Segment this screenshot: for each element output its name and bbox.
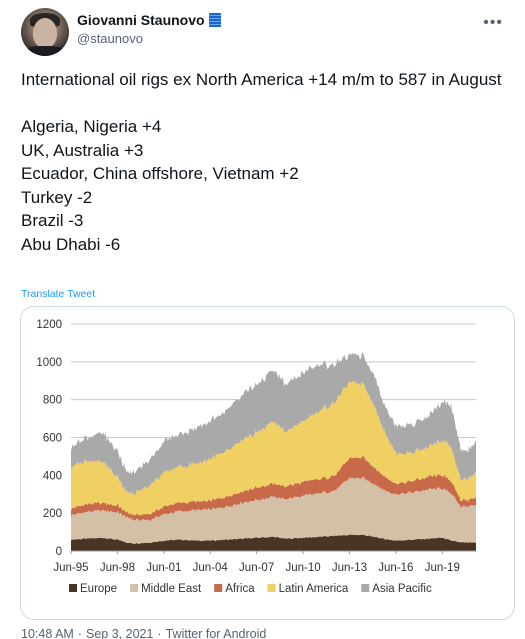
avatar-shirt	[23, 46, 67, 56]
y-tick-label: 800	[43, 395, 62, 407]
tweet-line: UK, Australia +3	[21, 140, 144, 160]
legend-swatch	[130, 584, 139, 592]
area-series-asia-pacific	[71, 352, 476, 496]
x-tick-label: Jun-04	[193, 562, 229, 574]
tweet-line: Algeria, Nigeria +4	[21, 117, 162, 136]
legend-swatch	[361, 584, 370, 592]
y-tick-label: 0	[56, 546, 62, 558]
translate-tweet-link[interactable]: Translate Tweet	[21, 288, 96, 300]
area-series-latin-america	[71, 380, 476, 516]
author-avatar[interactable]	[21, 8, 69, 56]
x-tick-label: Jun-01	[146, 562, 181, 574]
stacked-area-chart: 0 200 400 600 800 1000 1200 Jun-95 Jun-98 Jun-01 J…	[36, 319, 476, 595]
legend-swatch	[69, 584, 77, 592]
avatar-face	[33, 18, 57, 48]
x-tick-label: Jun-07	[239, 562, 274, 574]
legend-label: Latin America	[279, 583, 349, 595]
legend-swatch	[214, 584, 223, 592]
x-tick-label: Jun-19	[425, 562, 460, 574]
tweet-text: International oil rigs ex North America …	[21, 68, 511, 256]
tweet-line: Turkey -2	[21, 187, 93, 207]
tweet-line: Brazil -3	[21, 211, 84, 230]
tweet-line: Ecuador, China offshore, Vietnam +2	[21, 164, 299, 183]
tweet-line: International oil rigs ex North America …	[21, 70, 502, 89]
author-name[interactable]: Giovanni Staunovo	[77, 12, 205, 28]
footer-separator: ·	[77, 627, 82, 639]
legend-label: Middle East	[141, 583, 202, 595]
y-tick-label: 1000	[36, 357, 62, 369]
tweet-line	[21, 92, 511, 116]
legend-label: Europe	[80, 583, 117, 595]
footer-separator: ·	[157, 627, 162, 639]
area-series-europe	[71, 534, 476, 551]
author-name-row: Giovanni Staunovo	[77, 12, 221, 28]
legend-swatch	[267, 584, 276, 592]
author-handle[interactable]: @staunovo	[77, 31, 143, 46]
legend-label: Africa	[225, 583, 255, 595]
tweet-date[interactable]: Sep 3, 2021	[86, 627, 154, 639]
legend-label: Asia Pacific	[372, 583, 432, 595]
tweet-source[interactable]: Twitter for Android	[165, 627, 267, 639]
tweet-time[interactable]: 10:48 AM	[21, 627, 74, 639]
y-tick-label: 600	[43, 433, 62, 445]
y-tick-label: 1200	[36, 319, 62, 331]
x-tick-label: Jun-16	[378, 562, 413, 574]
x-tick-label: Jun-13	[332, 562, 367, 574]
tweet-footer: 10:48 AM · Sep 3, 2021 · Twitter for Android	[21, 627, 266, 639]
y-tick-label: 400	[43, 470, 62, 482]
tweet-media-chart[interactable]: 0 200 400 600 800 1000 1200 Jun-95 Jun-98 Jun-01 J…	[20, 306, 515, 620]
x-tick-label: Jun-10	[285, 562, 320, 574]
y-tick-label: 200	[43, 508, 62, 520]
x-tick-label: Jun-95	[53, 562, 88, 574]
area-series-middle-east	[71, 476, 476, 544]
flag-icon	[208, 13, 221, 27]
area-series-africa	[71, 455, 476, 522]
x-tick-label: Jun-98	[100, 562, 135, 574]
more-options-icon[interactable]: •••	[483, 14, 503, 31]
tweet-line: Abu Dhabi -6	[21, 234, 121, 254]
